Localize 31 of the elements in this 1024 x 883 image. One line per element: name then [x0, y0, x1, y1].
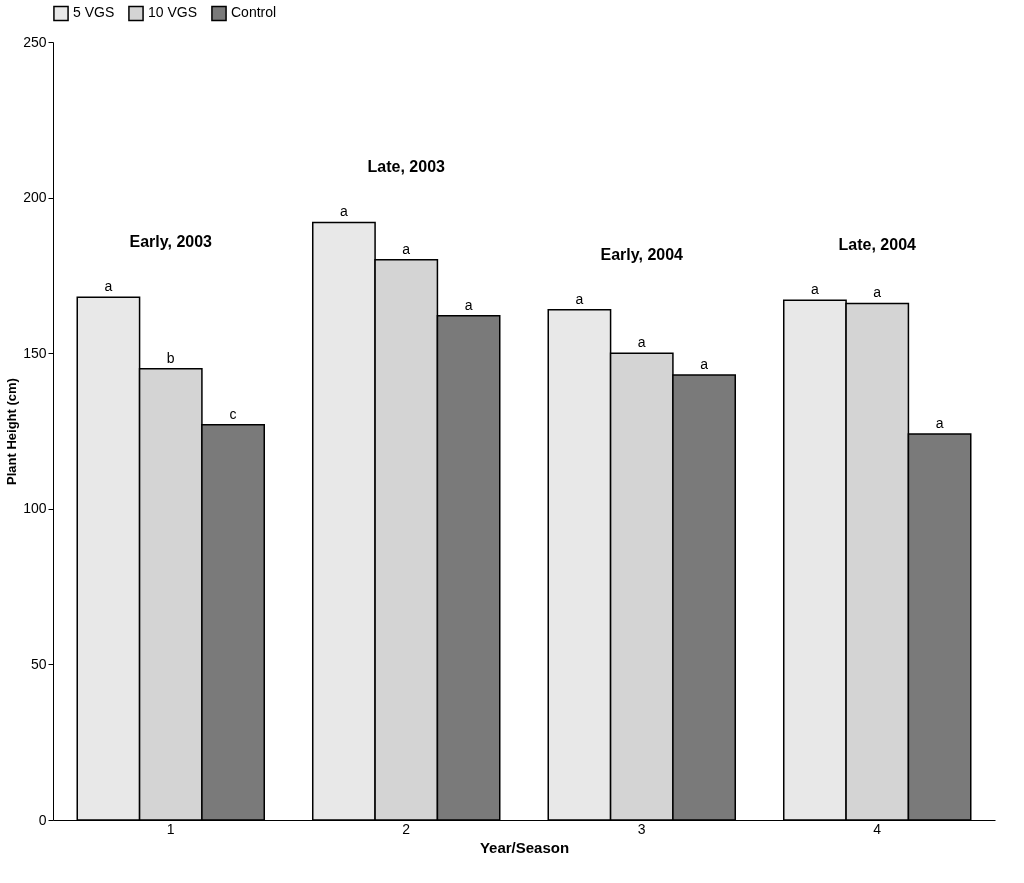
- data-label: a: [104, 278, 113, 295]
- data-label: a: [637, 334, 646, 351]
- data-label: a: [700, 355, 709, 372]
- legend-label: 10 VGS: [148, 4, 198, 21]
- annotation: Early, 2004: [600, 245, 684, 263]
- data-label: a: [464, 296, 473, 313]
- y-axis-title: Plant Height (cm): [4, 378, 20, 485]
- x-tick-label: 4: [873, 820, 882, 837]
- data-label: a: [873, 284, 882, 301]
- y-tick-label: 50: [30, 655, 47, 672]
- y-tick-label: 150: [23, 344, 47, 361]
- legend-label: 5 VGS: [73, 4, 115, 21]
- x-tick-label: 1: [166, 820, 175, 837]
- annotation: Early, 2003: [129, 233, 213, 251]
- data-label: a: [935, 415, 944, 432]
- data-label: b: [166, 349, 175, 366]
- data-label: a: [811, 281, 820, 298]
- annotation: Late, 2004: [838, 236, 917, 254]
- data-label: a: [402, 240, 411, 257]
- x-tick-label: 3: [637, 820, 646, 837]
- data-label: a: [340, 203, 349, 220]
- y-tick-label: 250: [23, 33, 47, 50]
- x-tick-label: 2: [402, 820, 411, 837]
- data-label: a: [575, 290, 584, 307]
- data-label: c: [229, 405, 237, 422]
- x-axis-title: Year/Season: [479, 838, 570, 856]
- y-tick-label: 100: [23, 500, 47, 517]
- y-tick-label: 0: [38, 811, 47, 828]
- annotation: Late, 2003: [367, 158, 446, 176]
- legend-label: Control: [231, 4, 277, 21]
- y-tick-label: 200: [23, 189, 47, 206]
